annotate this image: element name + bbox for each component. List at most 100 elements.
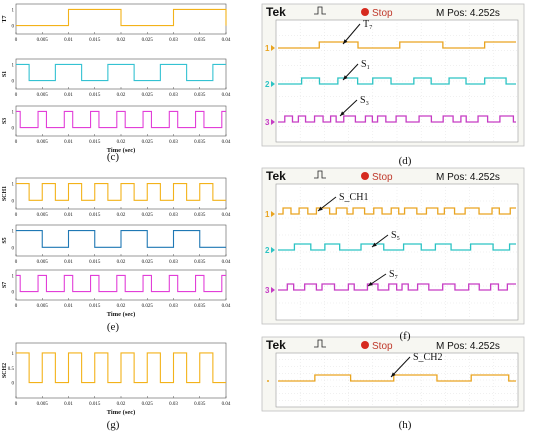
- series-label: S5: [2, 237, 8, 243]
- annotation-arrowhead: [368, 281, 373, 286]
- x-tick-label: 0.015: [89, 213, 101, 218]
- series-label: T7: [2, 15, 8, 22]
- scope-stop-label: Stop: [372, 172, 393, 183]
- annotation-arrowhead: [343, 75, 348, 80]
- plot-frame: [15, 105, 227, 137]
- x-tick-label: 0.035: [194, 213, 206, 218]
- x-tick-label: 0.02: [117, 213, 126, 218]
- annotation-label: S₃: [360, 95, 369, 106]
- x-tick-label: 0.03: [169, 402, 178, 407]
- series-s7-line: [16, 274, 226, 293]
- x-tick-label: 0.025: [142, 260, 154, 265]
- x-tick-label: 0.005: [37, 260, 49, 265]
- scope-stop-label: Stop: [372, 341, 393, 352]
- x-tick-label: 0.02: [117, 402, 126, 407]
- panel-c: 1 0 T7 0 0.005 0.01 0.015 0.02 0.025 0.03 0.035 0.0…: [2, 3, 231, 154]
- x-tick-label: 0.04: [222, 93, 231, 98]
- series-label: S7: [2, 282, 8, 288]
- x-tick-label: 0.005: [37, 402, 49, 407]
- plot-frame: [15, 269, 227, 301]
- x-tick-label: 0.025: [142, 213, 154, 218]
- annotation-label: T₇: [363, 19, 373, 30]
- y-tick-label: 1: [12, 183, 15, 188]
- y-tick-label: 0: [12, 291, 15, 296]
- x-tick-label: 0.025: [142, 93, 154, 98]
- x-tick-label: 0.005: [37, 38, 49, 43]
- y-tick-label: 0.5: [8, 367, 15, 372]
- annotation-label: S_CH1: [339, 192, 368, 203]
- x-tick-label: 0.01: [64, 93, 73, 98]
- series-label: SCH1: [2, 186, 8, 201]
- annotation-label: S_CH2: [413, 352, 442, 363]
- panel-d: Tek Stop M Pos: 4.252s 1 T₇ 2 S₁ 3 S₃: [261, 3, 525, 147]
- panel-e: 1 0 SCH1 0 0.005 0.01 0.015 0.02 0.025 0.03 0.035 0…: [2, 177, 231, 318]
- channel-arrow-icon: [271, 211, 275, 217]
- y-tick-label: 1: [12, 230, 15, 235]
- y-tick-label: 1: [12, 352, 15, 357]
- y-tick-label: 0: [12, 80, 15, 85]
- x-tick-label: 0: [15, 260, 18, 265]
- trace-s3: [278, 115, 516, 123]
- panel-g: 1 0.5 0 SCH2 0 0.005 0.01 0.015 0.02 0.025 0.03 0.0…: [2, 342, 231, 416]
- x-tick-label: 0.03: [169, 260, 178, 265]
- x-tick-label: 0.035: [194, 140, 206, 145]
- series-label: S1: [2, 71, 8, 77]
- x-tick-label: 0.035: [194, 402, 206, 407]
- trace-s5: [278, 243, 516, 251]
- y-tick-label: 1: [12, 110, 15, 115]
- annotation-arrowhead: [318, 206, 323, 211]
- caption-g: (g): [107, 419, 120, 431]
- stop-indicator-icon: [361, 341, 369, 349]
- x-tick-label: 0.015: [89, 93, 101, 98]
- y-tick-label: 1: [12, 63, 15, 68]
- channel-marker: 3: [265, 118, 270, 127]
- channel-arrow-icon: [271, 81, 275, 87]
- scope-brand: Tek: [266, 338, 286, 352]
- x-axis-label: Time (sec): [107, 311, 136, 318]
- x-tick-label: 0.03: [169, 213, 178, 218]
- x-tick-label: 0.005: [37, 93, 49, 98]
- x-tick-label: 0.035: [194, 38, 206, 43]
- channel-marker: 2: [265, 246, 270, 255]
- series-s1-line: [16, 63, 226, 82]
- caption-e: (e): [107, 321, 120, 333]
- x-tick-label: 0.015: [89, 260, 101, 265]
- x-tick-label: 0.03: [169, 140, 178, 145]
- y-tick-label: 0: [12, 127, 15, 132]
- x-tick-label: 0: [15, 140, 18, 145]
- x-tick-label: 0: [15, 304, 18, 309]
- panel-f: Tek Stop M Pos: 4.252s 1 S_CH1 2 S₅ 3 S₇: [261, 167, 525, 325]
- x-tick-label: 0.015: [89, 38, 101, 43]
- x-tick-label: 0.04: [222, 260, 231, 265]
- annotation-label: S₇: [389, 269, 398, 280]
- channel-arrow-icon: [271, 45, 275, 51]
- x-tick-label: 0.02: [117, 38, 126, 43]
- series-s5-line: [16, 230, 226, 248]
- trace-t7: [278, 41, 516, 49]
- x-tick-label: 0.035: [194, 260, 206, 265]
- x-tick-label: 0.015: [89, 140, 101, 145]
- annotation-label: S₁: [361, 59, 370, 70]
- x-tick-label: 0.005: [37, 140, 49, 145]
- x-tick-label: 0.025: [142, 402, 154, 407]
- annotation-arrowhead: [340, 111, 345, 116]
- x-tick-label: 0.005: [37, 213, 49, 218]
- y-tick-label: 1: [12, 8, 15, 13]
- caption-f: (f): [400, 330, 411, 342]
- scope-mpos-readout: M Pos: 4.252s: [436, 8, 500, 19]
- y-tick-label: 0: [12, 199, 15, 204]
- channel-marker: 2: [265, 80, 270, 89]
- series-sch1-line: [16, 183, 226, 201]
- trace-s1: [278, 77, 516, 85]
- stop-indicator-icon: [361, 8, 369, 16]
- x-axis-label: Time (sec): [107, 147, 136, 154]
- y-tick-label: 0: [12, 382, 15, 387]
- x-tick-label: 0.035: [194, 304, 206, 309]
- channel-marker: 3: [265, 286, 270, 295]
- x-tick-label: 0.035: [194, 93, 206, 98]
- x-tick-label: 0.04: [222, 304, 231, 309]
- x-tick-label: 0.01: [64, 140, 73, 145]
- channel-arrow-icon: [271, 119, 275, 125]
- x-tick-label: 0.025: [142, 140, 154, 145]
- x-tick-label: 0.015: [89, 402, 101, 407]
